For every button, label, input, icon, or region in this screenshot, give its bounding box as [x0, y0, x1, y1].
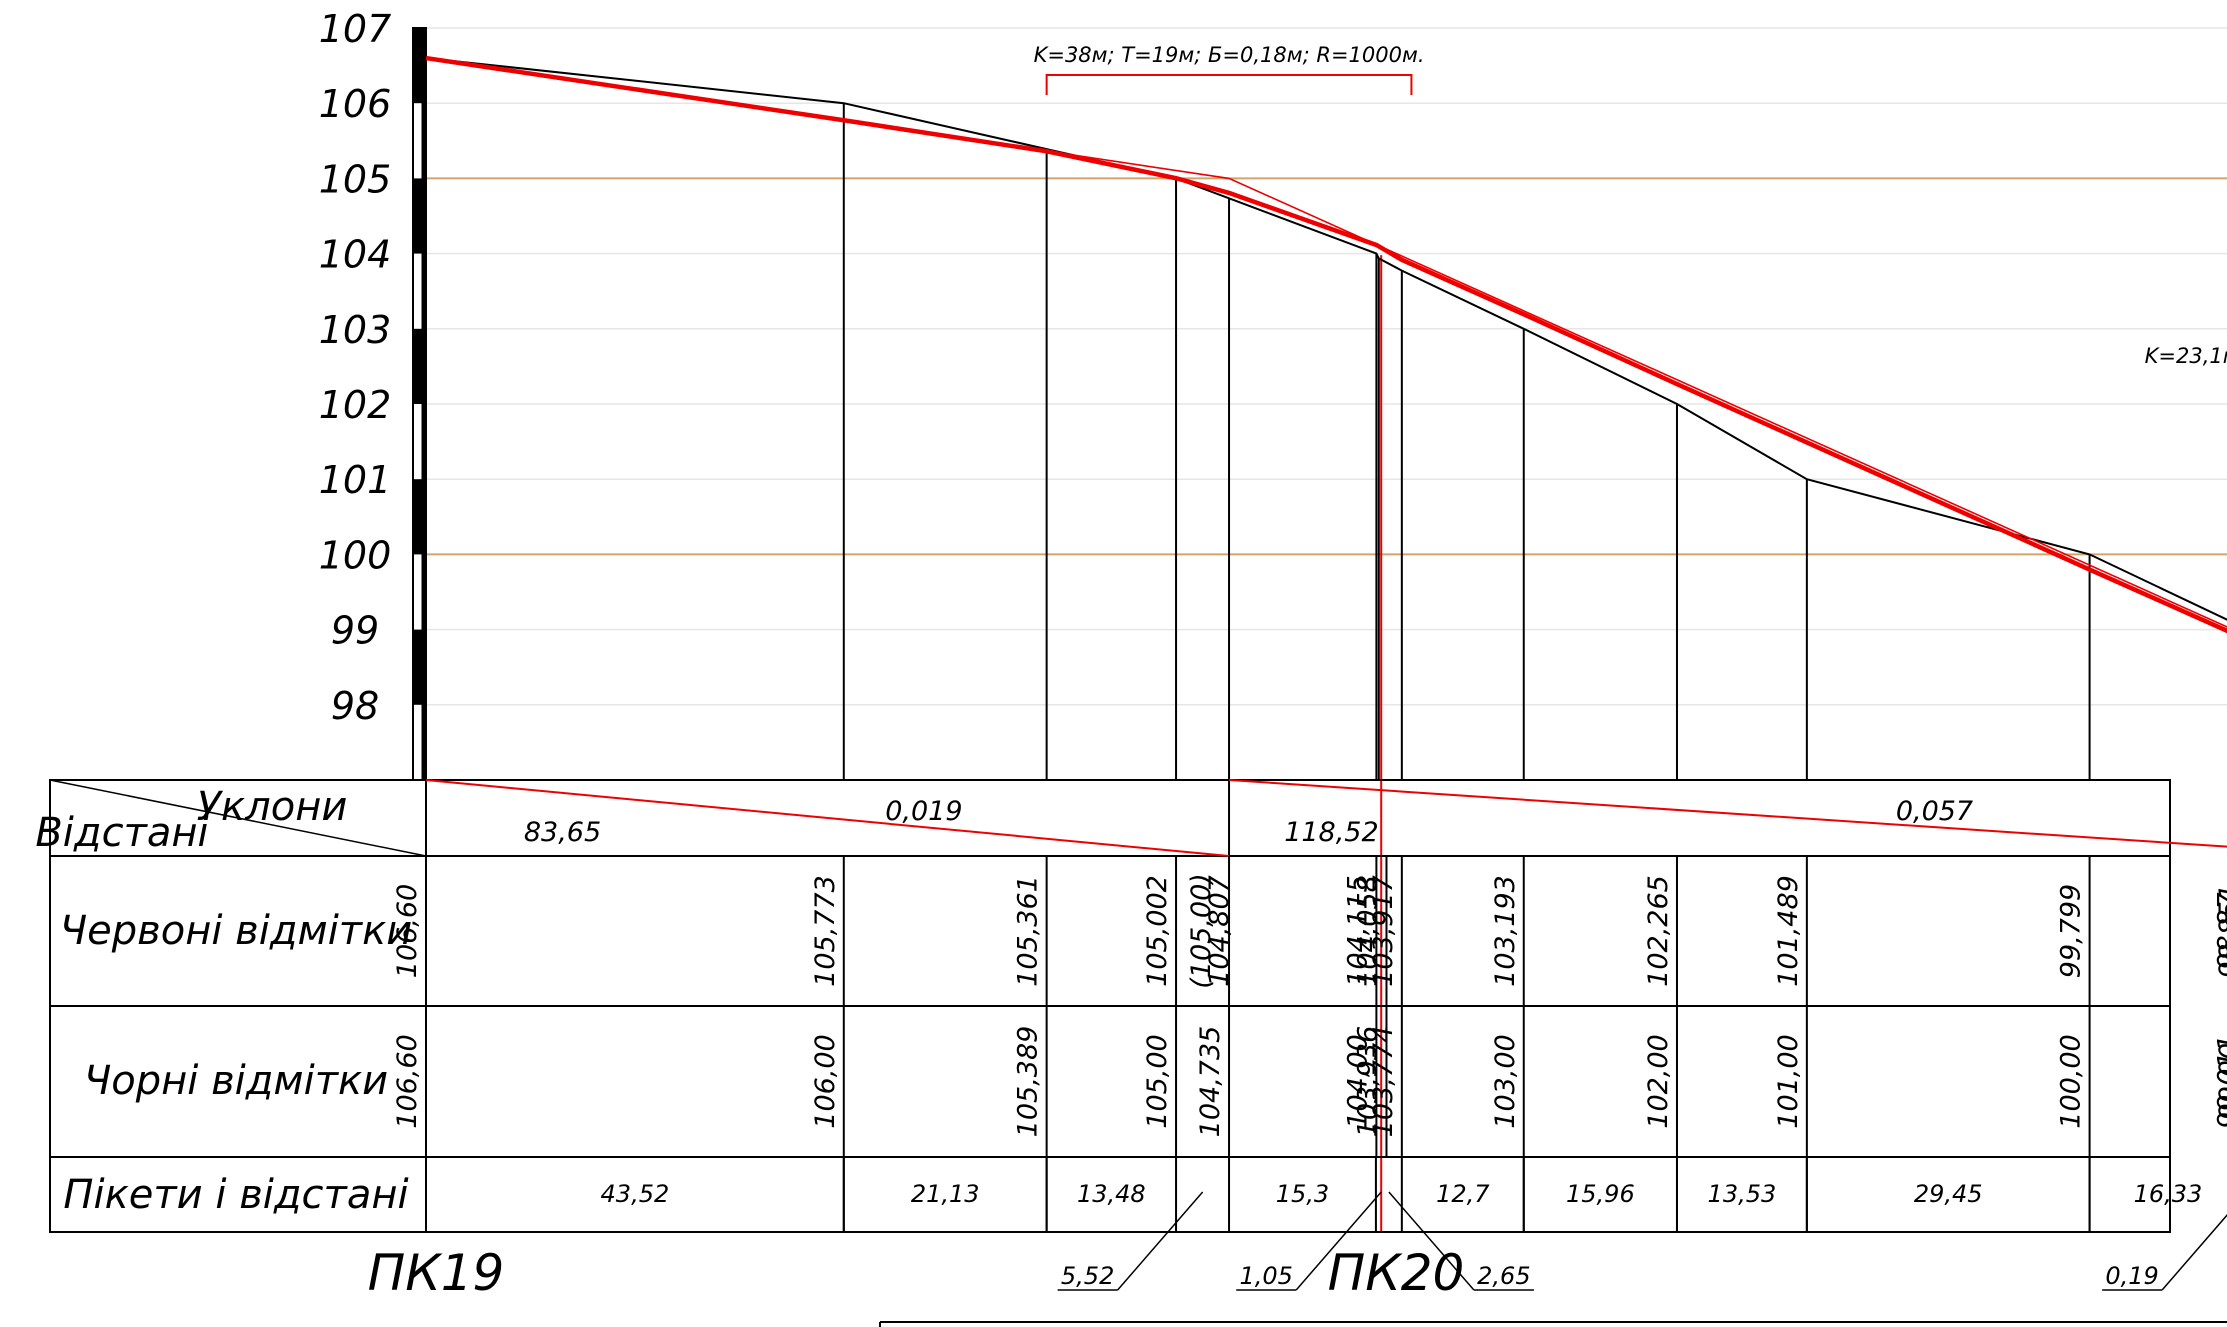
red-mark-value: 98,851 [2214, 884, 2227, 978]
picket-distance-value: 13,48 [1077, 1180, 1146, 1208]
slope-line [1228, 779, 2227, 848]
picket-distance-value: 43,52 [601, 1180, 670, 1208]
picket-distance-value: 29,45 [1914, 1180, 1983, 1208]
red-mark-value: 103,917 [1368, 875, 1399, 987]
slope-distance: 118,52 [1284, 817, 1378, 848]
small-distance-leader [1388, 1191, 1475, 1291]
ground-profile [425, 57, 2227, 621]
red-mark-value: 105,361 [1013, 875, 1044, 987]
red-mark-value: 104,058 [1352, 875, 1383, 987]
black-mark-value: 104,00 [1342, 1034, 1373, 1128]
table-header-diagonal [49, 779, 427, 857]
slope-line [425, 779, 1230, 857]
slope-value: 0,057 [1896, 796, 1973, 827]
black-mark-value: 102,00 [1643, 1034, 1674, 1128]
red-mark-value: 105,773 [810, 875, 841, 987]
pickets-row-label: Пікети і відстані [63, 1172, 408, 1218]
black-mark-value: 103,936 [1352, 1026, 1383, 1138]
picket-distance-value: 13,53 [1708, 1180, 1777, 1208]
slope-value: 0,019 [885, 796, 962, 827]
picket-distance-value: 12,7 [1436, 1180, 1490, 1208]
black-mark-value: 104,735 [1195, 1026, 1226, 1138]
elevation-tick-label: 98 [331, 684, 379, 728]
design-tangent-line [425, 57, 2227, 628]
picket-name: ПК20 [1328, 1244, 1465, 1302]
red-mark-value: 101,489 [1773, 875, 1804, 987]
red-mark-value: (105,00) [1186, 873, 1217, 989]
red-mark-value: 105,002 [1142, 875, 1173, 987]
small-distance-value: 2,65 [1477, 1262, 1530, 1290]
black-marks-row-label: Чорні відмітки [84, 1058, 388, 1104]
elevation-tick-label: 101 [319, 458, 392, 502]
elevation-tick-label: 102 [319, 383, 392, 427]
pickets-row: 43,52 21,13 13,48 15,3 12,7 15,96 13,53 29,45 16… [368, 1157, 2227, 1327]
black-mark-value: 105,389 [1013, 1026, 1044, 1138]
picket-distance-value: 16,33 [2134, 1180, 2203, 1208]
small-distance-leader [2161, 1214, 2227, 1291]
slopes-header-label: Уклони [197, 784, 348, 830]
picket-name: ПК19 [368, 1244, 505, 1302]
ground-line [425, 57, 2227, 621]
vertical-curve-bracket [1045, 74, 1413, 95]
design-profile [425, 55, 2227, 634]
elevation-tick-label: 104 [319, 233, 392, 277]
red-mark-value: 99,799 [2056, 884, 2087, 978]
red-mark-value: 104,807 [1204, 875, 1235, 987]
station-verticals [842, 103, 2091, 1232]
black-mark-value: 106,00 [810, 1034, 841, 1128]
red-marks-row-label: Червоні відмітки [60, 908, 413, 954]
small-distance-leader [1117, 1191, 1204, 1291]
marks-rows: 106,60 106,60 105,773 106,00 105,361 105,389 1… [392, 856, 2227, 1157]
elevation-tick-label: 105 [319, 157, 392, 201]
vertical-curve-label: K=23,1м; T=11,55м; Б=0,222м; R=300м. [2145, 344, 2227, 368]
red-mark-value: 103,193 [1490, 875, 1521, 987]
elevation-tick-label: 99 [331, 609, 379, 653]
elevation-axis: 107 106 105 104 103 102 101 100 99 98 [319, 7, 427, 781]
black-mark-value: 99,00 [2214, 1043, 2227, 1120]
distances-header-label: Відстані [35, 810, 208, 856]
picket-distance-value: 21,13 [911, 1180, 980, 1208]
elevation-tick-label: 100 [319, 533, 392, 577]
black-mark-value: 100,00 [2056, 1034, 2087, 1128]
red-mark-value: 98,87 [2212, 892, 2227, 969]
elevation-tick-label: 103 [319, 308, 392, 352]
black-mark-value: 101,00 [1773, 1034, 1804, 1128]
red-mark-value: 102,265 [1643, 875, 1674, 987]
black-mark-value: 99,011 [2212, 1034, 2227, 1128]
black-mark-value: 103,774 [1368, 1026, 1399, 1138]
elevation-tick-label: 106 [319, 82, 392, 126]
design-grade-line [425, 55, 2227, 634]
elevation-tick-label: 107 [319, 7, 392, 51]
black-mark-value: 103,00 [1490, 1034, 1521, 1128]
vertical-curves: K=38м; T=19м; Б=0,18м; R=1000м. K=23,1м; … [1034, 43, 2227, 368]
small-distance-value: 1,05 [1239, 1262, 1292, 1290]
red-mark-value: 104,115 [1342, 875, 1373, 987]
slope-distance: 83,65 [524, 817, 601, 848]
small-distance-value: 5,52 [1061, 1262, 1114, 1290]
picket-distance-value: 15,3 [1276, 1180, 1329, 1208]
black-mark-value: 106,60 [392, 1034, 423, 1128]
small-distance-value: 0,19 [2105, 1262, 2158, 1290]
red-mark-value: 106,60 [392, 884, 423, 978]
vertical-curve-label: K=38м; T=19м; Б=0,18м; R=1000м. [1034, 43, 1425, 67]
small-distance-leader [1295, 1191, 1382, 1291]
profile-table: Уклони Відстані Червоні відмітки Чорні в… [35, 779, 2171, 1233]
elevation-grid [426, 27, 2227, 706]
black-mark-value: 105,00 [1142, 1034, 1173, 1128]
picket-distance-value: 15,96 [1566, 1180, 1635, 1208]
